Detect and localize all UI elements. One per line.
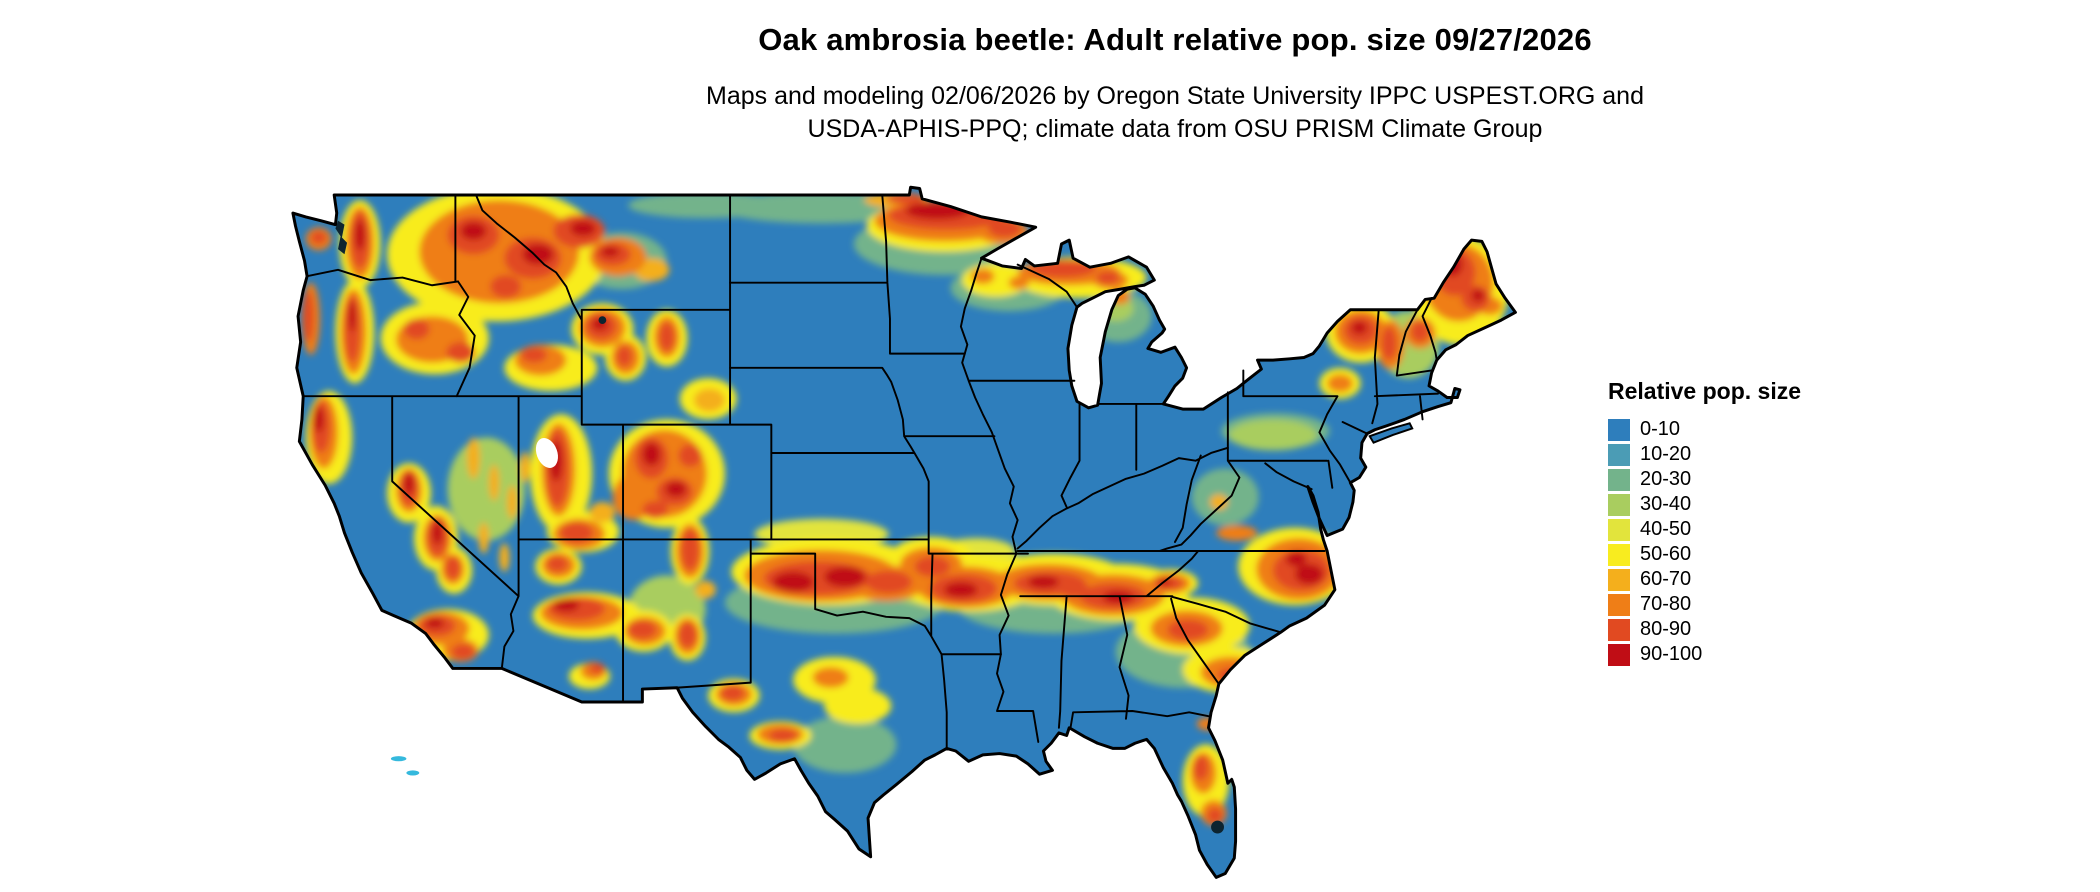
legend-label: 30-40	[1640, 493, 1692, 515]
legend-swatch	[1608, 643, 1630, 666]
great-salt-lake	[535, 438, 558, 468]
yellowstone-lake	[598, 316, 607, 324]
legend-label: 70-80	[1640, 593, 1692, 615]
map-subtitle: Maps and modeling 02/06/2026 by Oregon S…	[0, 80, 2100, 146]
legend-item: 30-40	[1608, 492, 1801, 517]
legend-item: 10-20	[1608, 442, 1801, 467]
legend-item: 90-100	[1608, 642, 1801, 667]
legend-label: 20-30	[1640, 468, 1692, 490]
legend-item: 20-30	[1608, 467, 1801, 492]
legend-label: 50-60	[1640, 543, 1692, 565]
subtitle-line-2: USDA-APHIS-PPQ; climate data from OSU PR…	[807, 115, 1543, 143]
legend-label: 10-20	[1640, 443, 1692, 465]
legend-label: 60-70	[1640, 568, 1692, 590]
channel-islands	[390, 756, 420, 776]
legend-swatch	[1608, 443, 1630, 466]
legend-swatch	[1608, 593, 1630, 616]
lake-okeechobee	[1211, 820, 1224, 834]
legend-swatch	[1608, 543, 1630, 566]
us-map-svg	[291, 185, 1517, 879]
long-island	[1368, 422, 1414, 444]
legend-item: 50-60	[1608, 542, 1801, 567]
state-borders	[302, 193, 1440, 750]
legend-title: Relative pop. size	[1608, 378, 1802, 404]
legend-swatch	[1608, 418, 1630, 441]
legend-label: 40-50	[1640, 518, 1692, 540]
legend-item: 70-80	[1608, 592, 1801, 617]
heat-map-layer	[301, 187, 1509, 826]
legend-label: 80-90	[1640, 618, 1692, 640]
legend-swatch	[1608, 518, 1630, 541]
puget-sound	[335, 220, 348, 255]
legend-item: 60-70	[1608, 567, 1801, 592]
legend-swatch	[1608, 468, 1630, 491]
legend-swatch	[1608, 618, 1630, 641]
legend-item: 40-50	[1608, 517, 1801, 542]
legend-swatch	[1608, 568, 1630, 591]
legend-label: 0-10	[1640, 418, 1681, 440]
us-map	[280, 164, 1518, 880]
legend: Relative pop. size 0-10 10-20 20-30 30-4…	[1608, 378, 1801, 667]
legend-item: 0-10	[1608, 417, 1801, 442]
legend-item: 80-90	[1608, 617, 1801, 642]
legend-label: 90-100	[1640, 643, 1703, 665]
legend-swatch	[1608, 493, 1630, 516]
map-title: Oak ambrosia beetle: Adult relative pop.…	[758, 22, 1592, 57]
subtitle-line-1: Maps and modeling 02/06/2026 by Oregon S…	[706, 82, 1644, 110]
